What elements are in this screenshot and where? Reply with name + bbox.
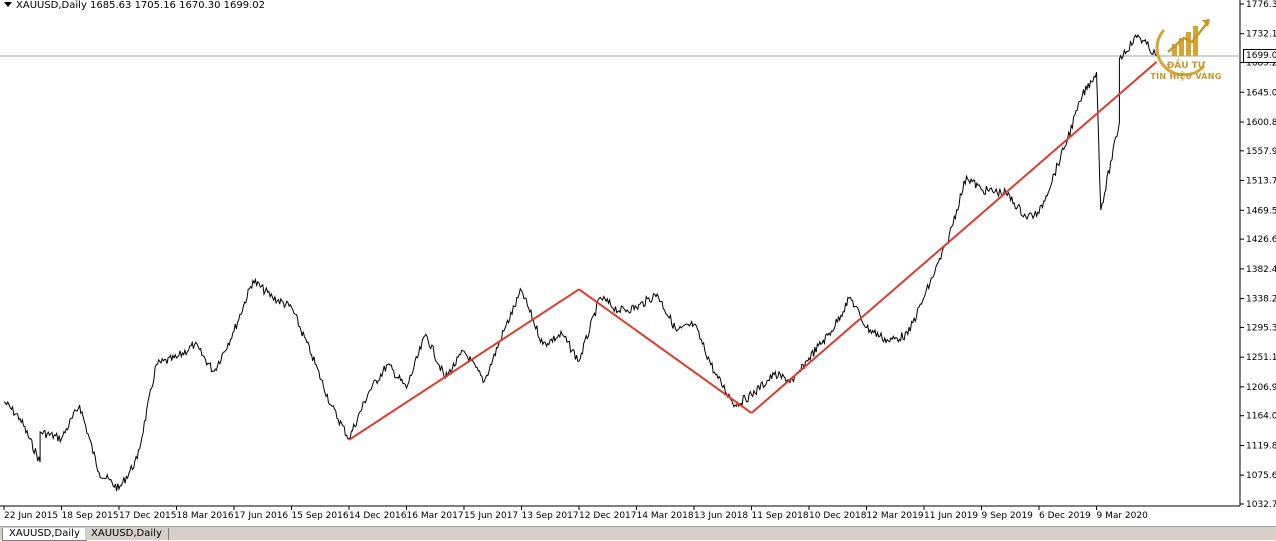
y-tick-label: 1164.00 — [1246, 412, 1276, 422]
x-tick-label: 22 Jun 2015 — [4, 511, 58, 521]
x-tick-label: 15 Sep 2016 — [292, 511, 349, 521]
x-tick-label: 11 Sep 2018 — [752, 511, 809, 521]
trendline-2[interactable] — [578, 288, 753, 414]
x-tick-label: 17 Jun 2016 — [234, 511, 288, 521]
y-tick-label: 1732.10 — [1246, 30, 1276, 40]
x-tick-label: 13 Jun 2018 — [694, 511, 748, 521]
y-tick-label: 1295.30 — [1246, 323, 1276, 333]
x-tick-label: 12 Dec 2017 — [579, 511, 637, 521]
x-axis: 22 Jun 2015 18 Sep 2015 17 Dec 2015 18 Mar … — [3, 506, 1149, 521]
trendline-3[interactable] — [750, 61, 1158, 414]
tab-xauusd-daily-1[interactable]: XAUUSD,Daily — [2, 528, 87, 541]
symbol-info: XAUUSD,Daily 1685.63 1705.16 1670.30 169… — [4, 0, 265, 11]
y-tick-label: 1075.60 — [1246, 471, 1276, 481]
y-tick-label: 1689.20 — [1246, 59, 1276, 69]
dropdown-triangle-icon[interactable] — [4, 2, 12, 7]
x-tick-label: 11 Jun 2019 — [924, 511, 978, 521]
x-tick-label: 6 Dec 2019 — [1039, 511, 1091, 521]
chart-frame — [0, 0, 1241, 507]
y-tick-label: 1119.80 — [1246, 441, 1276, 451]
x-tick-label: 10 Dec 2018 — [809, 511, 867, 521]
price-series-line — [3, 34, 1157, 492]
logo-small-text: ĐẦU TƯ — [1167, 58, 1206, 71]
logo-icon: ĐẦU TƯ — [1155, 19, 1210, 77]
y-tick-label: 1382.40 — [1246, 265, 1276, 275]
y-tick-label: 1469.50 — [1246, 206, 1276, 216]
x-tick-label: 12 Mar 2019 — [867, 511, 924, 521]
y-tick-label: 1513.70 — [1246, 177, 1276, 187]
y-tick-label: 1251.10 — [1246, 353, 1276, 363]
x-tick-label: 13 Sep 2017 — [522, 511, 579, 521]
x-tick-label: 18 Mar 2016 — [177, 511, 234, 521]
y-axis: 1776.30 1732.10 1689.20 1645.00 1600.80 1557.… — [1240, 0, 1276, 510]
y-tick-label: 1776.30 — [1246, 0, 1276, 10]
price-series-layer — [3, 34, 1157, 492]
y-tick-label: 1426.60 — [1246, 235, 1276, 245]
chart-tab-bar: XAUUSD,Daily XAUUSD,Daily — [0, 526, 1276, 541]
x-tick-label: 16 Mar 2017 — [407, 511, 464, 521]
trendline-layer[interactable] — [348, 61, 1158, 441]
y-tick-label: 1032.70 — [1246, 500, 1276, 510]
logo-text: TÍN HIỆU VÀNG — [1150, 72, 1222, 81]
x-tick-label: 18 Sep 2015 — [62, 511, 119, 521]
x-tick-label: 15 Jun 2017 — [464, 511, 518, 521]
trendline-1[interactable] — [348, 288, 580, 441]
tab-xauusd-daily-2[interactable]: XAUUSD,Daily — [84, 528, 169, 540]
y-tick-label: 1557.90 — [1246, 147, 1276, 157]
current-price-label: 1699.02 — [1243, 49, 1276, 63]
symbol-info-text: XAUUSD,Daily 1685.63 1705.16 1670.30 169… — [16, 0, 265, 11]
y-tick-label: 1600.80 — [1246, 118, 1276, 128]
x-tick-label: 9 Sep 2019 — [982, 511, 1034, 521]
y-tick-label: 1645.00 — [1246, 88, 1276, 98]
y-tick-label: 1206.90 — [1246, 383, 1276, 393]
y-tick-label: 1338.20 — [1246, 295, 1276, 305]
x-tick-label: 9 Mar 2020 — [1097, 511, 1149, 521]
x-tick-label: 14 Mar 2018 — [637, 511, 694, 521]
x-tick-label: 17 Dec 2015 — [119, 511, 177, 521]
x-tick-label: 14 Dec 2016 — [349, 511, 407, 521]
